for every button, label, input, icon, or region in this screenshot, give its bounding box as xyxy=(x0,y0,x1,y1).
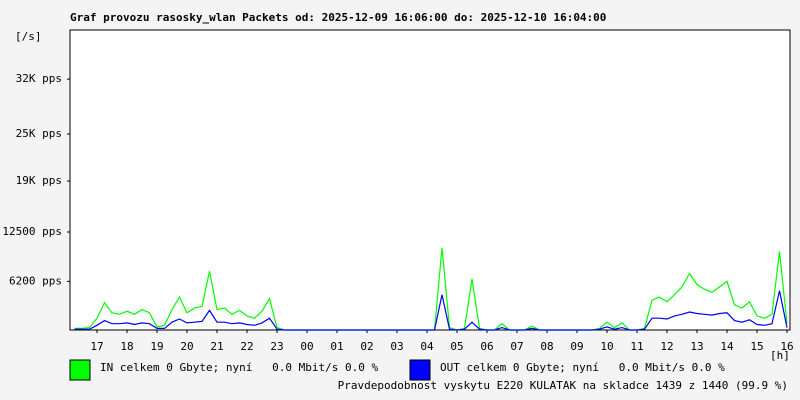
x-tick-label: 09 xyxy=(570,340,583,353)
series-line xyxy=(74,290,788,331)
x-tick-label: 01 xyxy=(330,340,343,353)
y-tick-label: 6200 pps xyxy=(9,274,62,287)
x-tick-label: 15 xyxy=(750,340,763,353)
y-tick-label: 25K pps xyxy=(16,127,62,140)
x-tick-label: 08 xyxy=(540,340,553,353)
x-tick-label: 03 xyxy=(390,340,403,353)
x-tick-label: 22 xyxy=(240,340,253,353)
x-tick-label: 05 xyxy=(450,340,463,353)
x-unit: [h] xyxy=(770,349,790,362)
x-tick-label: 14 xyxy=(720,340,734,353)
x-tick-label: 00 xyxy=(300,340,313,353)
chart-title: Graf provozu rasosky_wlan Packets od: 20… xyxy=(70,11,606,24)
x-tick-label: 07 xyxy=(510,340,523,353)
x-tick-label: 11 xyxy=(630,340,643,353)
x-tick-label: 20 xyxy=(180,340,193,353)
x-tick-label: 17 xyxy=(90,340,103,353)
x-tick-label: 21 xyxy=(210,340,223,353)
x-tick-label: 02 xyxy=(360,340,373,353)
x-tick-label: 04 xyxy=(420,340,434,353)
plot-area xyxy=(69,29,791,331)
x-tick-label: 16 xyxy=(780,340,793,353)
x-tick-label: 13 xyxy=(690,340,703,353)
legend-label: IN celkem 0 Gbyte; nyní 0.0 Mbit/s 0.0 % xyxy=(100,361,379,374)
y-unit: [/s] xyxy=(15,30,42,43)
legend-swatch xyxy=(409,359,431,381)
y-tick-label: 12500 pps xyxy=(2,225,62,238)
x-tick-label: 23 xyxy=(270,340,283,353)
x-tick-label: 19 xyxy=(150,340,163,353)
x-tick-label: 06 xyxy=(480,340,493,353)
y-tick-label: 32K pps xyxy=(16,72,62,85)
x-tick-label: 18 xyxy=(120,340,133,353)
legend-swatch xyxy=(69,359,91,381)
footnote: Pravdepodobnost vyskytu E220 KULATAK na … xyxy=(338,379,788,392)
x-tick-label: 10 xyxy=(600,340,613,353)
legend-label: OUT celkem 0 Gbyte; nyní 0.0 Mbit/s 0.0 … xyxy=(440,361,725,374)
y-tick-label: 19K pps xyxy=(16,174,62,187)
x-tick-label: 12 xyxy=(660,340,673,353)
